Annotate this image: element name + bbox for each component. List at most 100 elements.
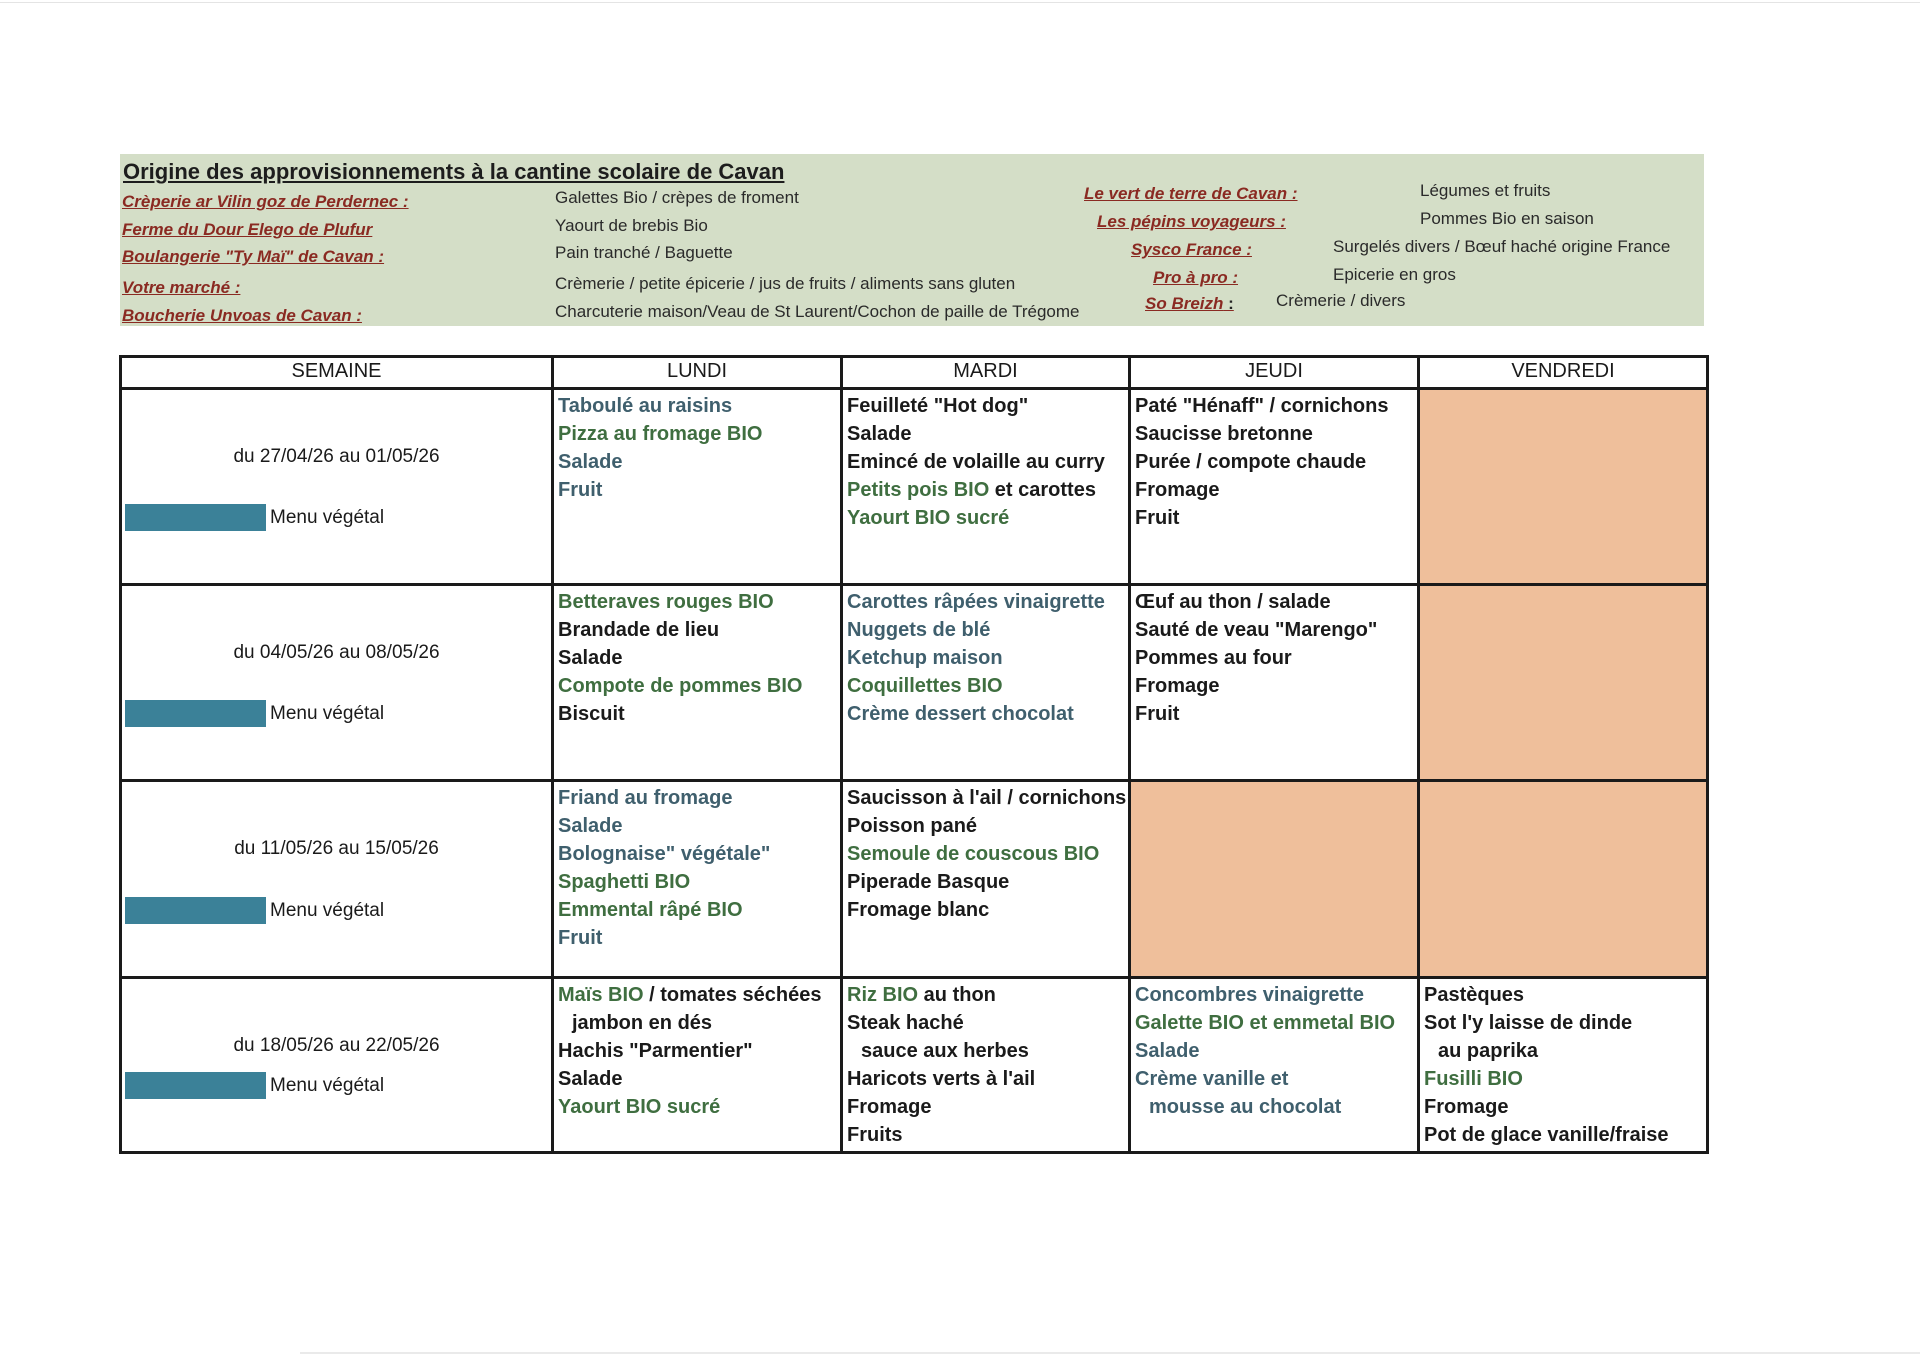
menu-item-text: Yaourt BIO sucré <box>847 507 1010 529</box>
menu-item: au paprika <box>1424 1037 1702 1065</box>
menu-item: Yaourt BIO sucré <box>558 1093 836 1121</box>
menu-item: Galette BIO et emmetal BIO <box>1135 1009 1413 1037</box>
supplier-products: Crèmerie / petite épicerie / jus de frui… <box>555 274 1016 293</box>
menu-item: Salade <box>558 644 836 672</box>
menu-item: Spaghetti BIO <box>558 868 836 896</box>
menu-item-text: Salade <box>847 423 912 445</box>
menu-item-text: Pot de glace vanille/fraise <box>1424 1124 1669 1146</box>
menu-item-text: Crème dessert chocolat <box>847 703 1074 725</box>
supplier-name: Votre marché : <box>122 278 241 297</box>
menu-item-text: Betteraves rouges BIO <box>558 591 774 613</box>
menu-item-text: et carottes <box>989 479 1096 501</box>
menu-item-text: Fruit <box>558 479 603 501</box>
menu-items: Œuf au thon / salade Sauté de veau "Maren… <box>1131 586 1417 730</box>
menu-item-text: Riz BIO <box>847 984 919 1006</box>
supplier-name-text: Le vert de terre de Cavan : <box>1084 184 1298 203</box>
menu-item-text: Maïs BIO <box>558 984 644 1006</box>
menu-item: Salade <box>847 420 1124 448</box>
vegetal-legend: Menu végétal <box>125 504 384 531</box>
menu-item-text: Steak haché <box>847 1012 964 1034</box>
supplier-name: Boucherie Unvoas de Cavan : <box>122 306 362 325</box>
supplier-products: Galettes Bio / crèpes de froment <box>555 188 799 207</box>
menu-item-text: Œuf au thon / salade <box>1135 591 1331 613</box>
menu-item: Sot l'y laisse de dinde <box>1424 1009 1702 1037</box>
week-cell: du 27/04/26 au 01/05/26 Menu végétal <box>119 387 554 586</box>
menu-item: Œuf au thon / salade <box>1135 588 1413 616</box>
menu-item-text: Friand au fromage <box>558 787 733 809</box>
menu-item: Fromage blanc <box>847 896 1124 924</box>
menu-item: Carottes râpées vinaigrette <box>847 588 1124 616</box>
menu-item: Bolognaise" végétale" <box>558 840 836 868</box>
menu-item-text: Emmental râpé BIO <box>558 899 743 921</box>
menu-item-text: Yaourt BIO sucré <box>558 1096 721 1118</box>
menu-item-text: Saucisson à l'ail / cornichons <box>847 787 1127 809</box>
menu-item-text: Concombres vinaigrette <box>1135 984 1364 1006</box>
menu-item: Riz BIO au thon <box>847 981 1124 1009</box>
menu-item-text: Saucisse bretonne <box>1135 423 1313 445</box>
menu-item: Emincé de volaille au curry <box>847 448 1124 476</box>
day-cell-vendredi <box>1417 583 1709 782</box>
day-cell-mardi: Carottes râpées vinaigrette Nuggets de bl… <box>840 583 1131 782</box>
menu-item-text: Fromage <box>847 1096 932 1118</box>
menu-item: Petits pois BIO et carottes <box>847 476 1124 504</box>
menu-item: Pizza au fromage BIO <box>558 420 836 448</box>
menu-item: Salade <box>558 448 836 476</box>
menu-item-text: sauce aux herbes <box>861 1040 1029 1062</box>
menu-item: Poisson pané <box>847 812 1124 840</box>
menu-item: Crème dessert chocolat <box>847 700 1124 728</box>
menu-item-text: Sauté de veau "Marengo" <box>1135 619 1378 641</box>
vegetal-color-swatch <box>125 504 266 531</box>
menu-item: Pommes au four <box>1135 644 1413 672</box>
menu-item-text: Feuilleté "Hot dog" <box>847 395 1029 417</box>
menu-item: Brandade de lieu <box>558 616 836 644</box>
menu-item: Nuggets de blé <box>847 616 1124 644</box>
menu-item-text: Semoule de couscous BIO <box>847 843 1100 865</box>
menu-items: Maïs BIO / tomates séchées jambon en dés H… <box>554 979 840 1123</box>
column-header-mardi: MARDI <box>840 355 1131 390</box>
menu-item-text: Salade <box>558 1068 623 1090</box>
menu-item: Fruit <box>1135 700 1413 728</box>
supplier-name: Le vert de terre de Cavan : <box>1084 184 1298 204</box>
menu-item-text: Galette BIO et emmetal BIO <box>1135 1012 1396 1034</box>
menu-item: Fromage <box>1424 1093 1702 1121</box>
menu-item: Purée / compote chaude <box>1135 448 1413 476</box>
menu-items: Concombres vinaigrette Galette BIO et emm… <box>1131 979 1417 1123</box>
day-cell-vendredi <box>1417 387 1709 586</box>
menu-item: Hachis "Parmentier" <box>558 1037 836 1065</box>
menu-item-text: Carottes râpées vinaigrette <box>847 591 1105 613</box>
supplier-name: Sysco France : <box>1131 240 1252 260</box>
supplier-name: Ferme du Dour Elego de Plufur <box>122 220 373 239</box>
menu-item-text: Fruits <box>847 1124 903 1146</box>
page-edge <box>0 2 1920 3</box>
menu-item-text: mousse au chocolat <box>1149 1096 1342 1118</box>
menu-item: Compote de pommes BIO <box>558 672 836 700</box>
menu-items: Riz BIO au thon Steak haché sauce aux herb… <box>843 979 1128 1151</box>
supplier-name-text: Sysco France : <box>1131 240 1252 259</box>
menu-item-text: Sot l'y laisse de dinde <box>1424 1012 1633 1034</box>
menu-item-text: Pommes au four <box>1135 647 1292 669</box>
menu-item-text: Fusilli BIO <box>1424 1068 1523 1090</box>
menu-item-text: Hachis "Parmentier" <box>558 1040 753 1062</box>
column-header-vendredi: VENDREDI <box>1417 355 1709 390</box>
menu-item-text: Salade <box>558 647 623 669</box>
menu-item-text: Paté "Hénaff" / cornichons <box>1135 395 1389 417</box>
day-cell-mardi: Feuilleté "Hot dog" Salade Emincé de volai… <box>840 387 1131 586</box>
menu-item-text: Pastèques <box>1424 984 1525 1006</box>
menu-item-text: Crème vanille et <box>1135 1068 1289 1090</box>
menu-item: Paté "Hénaff" / cornichons <box>1135 392 1413 420</box>
menu-item: Ketchup maison <box>847 644 1124 672</box>
menu-item-text: jambon en dés <box>572 1012 713 1034</box>
menu-item-text: Spaghetti BIO <box>558 871 691 893</box>
supplier-products: Yaourt de brebis Bio <box>555 216 708 235</box>
day-cell-jeudi <box>1128 779 1420 979</box>
menu-items: Saucisson à l'ail / cornichons Poisson pa… <box>843 782 1128 926</box>
menu-item: Fruit <box>558 476 836 504</box>
supplier-name: Pro à pro : <box>1153 268 1238 288</box>
menu-item: Feuilleté "Hot dog" <box>847 392 1124 420</box>
supplier-name-text: Pro à pro : <box>1153 268 1239 287</box>
menu-item: jambon en dés <box>558 1009 836 1037</box>
menu-item-text: Petits pois BIO <box>847 479 990 501</box>
menu-item: Maïs BIO / tomates séchées <box>558 981 836 1009</box>
supplier-name: So Breizh : <box>1145 294 1234 314</box>
menu-item-text: Fromage <box>1135 479 1220 501</box>
